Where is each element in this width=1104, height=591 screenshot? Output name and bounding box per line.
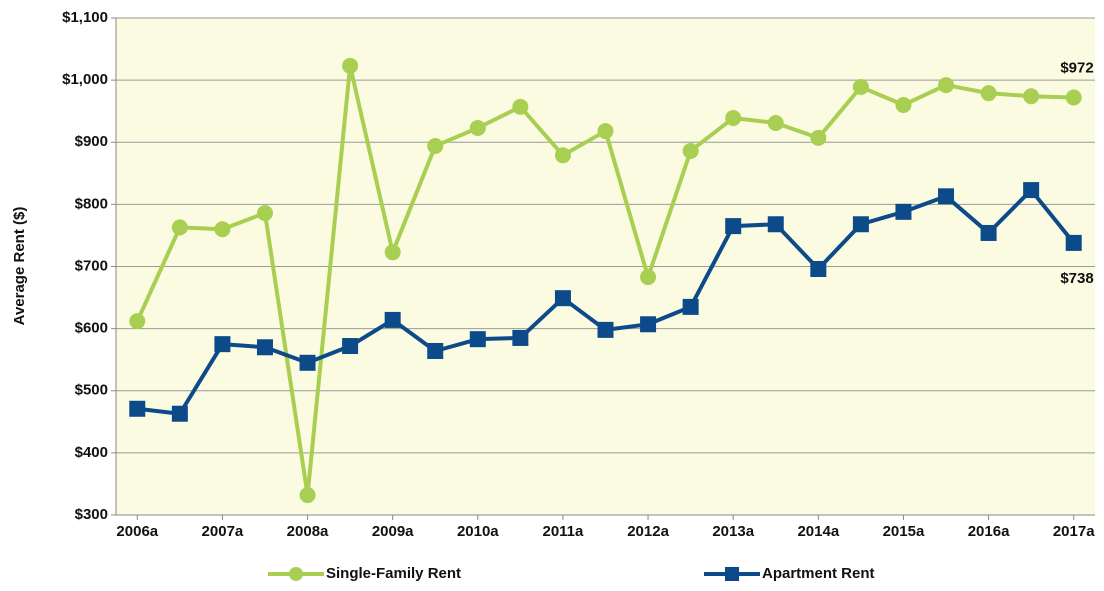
marker bbox=[1065, 89, 1082, 106]
marker bbox=[980, 224, 997, 241]
marker bbox=[852, 78, 869, 95]
marker bbox=[1065, 234, 1082, 251]
value-label: $738 bbox=[1060, 270, 1093, 287]
marker bbox=[171, 219, 188, 236]
marker bbox=[214, 336, 231, 353]
marker bbox=[895, 203, 912, 220]
marker bbox=[682, 142, 699, 159]
x-tick-label: 2012a bbox=[627, 523, 669, 540]
marker bbox=[980, 85, 997, 102]
marker bbox=[640, 316, 657, 333]
marker bbox=[384, 244, 401, 261]
value-label: $972 bbox=[1060, 59, 1093, 76]
marker bbox=[129, 313, 146, 330]
x-tick-label: 2010a bbox=[457, 523, 499, 540]
marker bbox=[129, 400, 146, 417]
marker bbox=[512, 329, 529, 346]
marker bbox=[512, 98, 529, 115]
marker bbox=[938, 77, 955, 94]
marker bbox=[554, 147, 571, 164]
marker bbox=[1023, 182, 1040, 199]
marker bbox=[299, 487, 316, 504]
x-tick-label: 2014a bbox=[797, 523, 839, 540]
marker bbox=[171, 405, 188, 422]
marker bbox=[810, 260, 827, 277]
legend-label: Single-Family Rent bbox=[326, 565, 461, 582]
marker bbox=[767, 216, 784, 233]
marker bbox=[682, 298, 699, 315]
x-tick-label: 2016a bbox=[968, 523, 1010, 540]
y-tick-label: $500 bbox=[75, 382, 108, 399]
y-tick-label: $900 bbox=[75, 133, 108, 150]
marker bbox=[895, 96, 912, 113]
marker bbox=[342, 57, 359, 74]
marker bbox=[597, 123, 614, 140]
y-tick-label: $800 bbox=[75, 195, 108, 212]
x-tick-label: 2013a bbox=[712, 523, 754, 540]
y-tick-label: $300 bbox=[75, 506, 108, 523]
marker bbox=[256, 339, 273, 356]
marker bbox=[256, 205, 273, 222]
marker bbox=[1023, 88, 1040, 105]
marker bbox=[725, 110, 742, 127]
marker bbox=[938, 188, 955, 205]
y-tick-label: $1,100 bbox=[62, 9, 108, 26]
marker bbox=[810, 129, 827, 146]
marker bbox=[767, 114, 784, 131]
legend-label: Apartment Rent bbox=[762, 565, 875, 582]
marker bbox=[384, 311, 401, 328]
y-tick-label: $400 bbox=[75, 444, 108, 461]
x-tick-label: 2008a bbox=[287, 523, 329, 540]
x-tick-label: 2011a bbox=[542, 523, 584, 540]
legend-marker bbox=[289, 567, 303, 581]
x-tick-label: 2017a bbox=[1053, 523, 1095, 540]
y-axis-title: Average Rent ($) bbox=[11, 207, 28, 326]
x-tick-label: 2007a bbox=[202, 523, 244, 540]
y-tick-label: $700 bbox=[75, 257, 108, 274]
marker bbox=[469, 331, 486, 348]
marker bbox=[640, 269, 657, 286]
marker bbox=[214, 221, 231, 238]
marker bbox=[299, 354, 316, 371]
marker bbox=[427, 342, 444, 359]
y-tick-label: $600 bbox=[75, 320, 108, 337]
legend-marker bbox=[725, 567, 739, 581]
marker bbox=[427, 137, 444, 154]
marker bbox=[725, 218, 742, 235]
x-tick-label: 2006a bbox=[116, 523, 158, 540]
marker bbox=[852, 216, 869, 233]
x-tick-label: 2009a bbox=[372, 523, 414, 540]
x-tick-label: 2015a bbox=[883, 523, 925, 540]
marker bbox=[597, 321, 614, 338]
marker bbox=[342, 338, 359, 355]
marker bbox=[469, 119, 486, 136]
marker bbox=[554, 290, 571, 307]
y-tick-label: $1,000 bbox=[62, 71, 108, 88]
